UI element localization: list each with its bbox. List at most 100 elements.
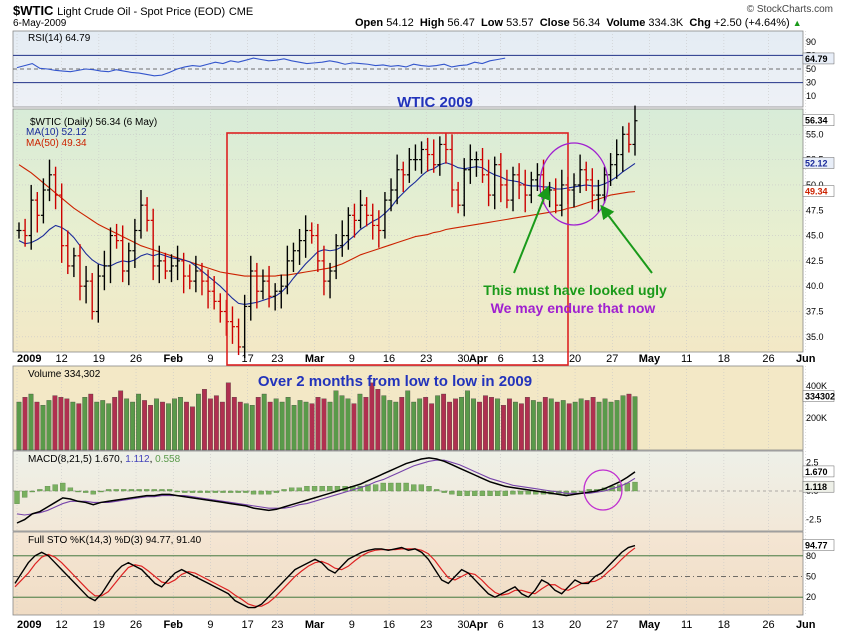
x-tick-label-mid-5: 9: [207, 353, 213, 365]
macd-hist-32: [258, 490, 264, 495]
volume-bar-5: [46, 400, 52, 451]
price-bar-4: [40, 178, 46, 224]
volume-bar-2: [28, 393, 34, 451]
macd-hist-75: [586, 489, 592, 492]
price-bar-67: [425, 137, 431, 172]
price-bar-43: [278, 274, 284, 309]
macd-hist-73: [571, 490, 577, 493]
x-tick-label-bottom-10: 16: [383, 619, 395, 631]
macd-hist-62: [487, 490, 493, 496]
price-bar-72: [455, 181, 461, 214]
volume-bar-18: [124, 398, 130, 451]
macd-hist-3: [37, 489, 43, 492]
x-tick-label-mid-21: 26: [762, 353, 774, 365]
volume-bar-92: [566, 403, 572, 451]
macd-tick-2: -2.5: [806, 515, 822, 525]
price-tick-7: 37.5: [806, 307, 824, 317]
macd-hist-23: [189, 490, 196, 493]
price-bar-94: [589, 168, 595, 210]
macd-hist-10: [90, 490, 96, 495]
price-bar-35: [229, 306, 235, 344]
volume-bar-66: [411, 401, 417, 451]
price-current-tag-box: [802, 114, 835, 126]
macd-hist-8: [75, 490, 81, 493]
volume-bar-103: [632, 396, 638, 451]
volume-current-tag: 334302: [805, 392, 835, 402]
symbol: $WTIC: [13, 3, 54, 18]
arrow-left: [513, 185, 551, 274]
x-tick-label-mid-10: 16: [383, 353, 395, 365]
macd-hist-49: [388, 482, 394, 492]
volume-bar-28: [184, 401, 189, 451]
x-tick-label-mid-12: 30: [457, 353, 469, 365]
rsi-tick-4: 10: [806, 91, 816, 101]
price-bar-61: [388, 178, 394, 212]
macd-legend-macd: 1.670: [95, 454, 120, 465]
macd-hist-37: [296, 487, 302, 492]
sto-tick-2: 20: [806, 592, 816, 602]
x-tick-label-bottom-21: 26: [762, 619, 774, 631]
macd-hist-16: [136, 489, 142, 492]
volume-bar-11: [82, 397, 88, 451]
price-tick-4: 45.0: [806, 231, 824, 241]
macd-current-tag: 1.670: [805, 467, 828, 477]
macd-hist-0: [14, 490, 20, 504]
price-bar-98: [614, 139, 620, 179]
macd-hist-64: [502, 490, 508, 496]
x-tick-label-mid-6: 17: [242, 353, 254, 365]
volume-tick-1: 200K: [806, 413, 827, 423]
price-bar-29: [193, 255, 199, 293]
price-bar-58: [370, 203, 376, 240]
x-tick-label-mid-22: Jun: [796, 353, 816, 365]
volume-bar-32: [207, 398, 213, 451]
volume-current-tag-box: [802, 390, 835, 402]
x-tick-label-bottom-3: 26: [130, 619, 142, 631]
annotation-ugly: This must have looked ugly: [483, 282, 667, 298]
macd-hist-12: [105, 489, 112, 492]
annotation-low-to-low: Over 2 months from low to low in 2009: [258, 373, 532, 390]
macd-hist-52: [411, 484, 417, 492]
volume-bar-7: [58, 397, 64, 451]
price-bar-81: [510, 166, 516, 212]
macd-hist-19: [159, 489, 165, 492]
sto-k-line: [14, 544, 636, 609]
macd-hist-22: [182, 490, 188, 493]
x-tick-label-bottom-22: Jun: [796, 619, 816, 631]
price-bar-97: [608, 153, 614, 186]
volume-bar-98: [602, 398, 608, 451]
x-tick-label-mid-1: 12: [56, 353, 68, 365]
price-bar-42: [272, 283, 278, 311]
price-bar-13: [95, 264, 101, 323]
price-bar-53: [339, 220, 345, 257]
volume-bar-70: [435, 395, 441, 451]
volume-bar-41: [261, 393, 267, 451]
price-bar-9: [71, 247, 77, 278]
price-bar-69: [437, 136, 443, 176]
open-value: 54.12: [386, 17, 414, 29]
macd-hist-35: [281, 489, 287, 492]
price-bar-95: [595, 179, 601, 213]
price-bar-78: [492, 156, 498, 210]
macd-hist-17: [144, 489, 150, 492]
high-label: High: [419, 17, 445, 29]
symbol-header: $WTIC Light Crude Oil - Spot Price (EOD)…: [13, 3, 253, 18]
macd-legend-hist: 0.558: [155, 454, 180, 465]
macd-hist-50: [395, 482, 402, 492]
price-bar-38: [248, 255, 254, 321]
x-tick-label-bottom-12: 30: [457, 619, 469, 631]
price-bar-44: [284, 245, 290, 295]
price-bar-77: [486, 159, 492, 207]
price-bar-36: [236, 318, 242, 356]
volume-bar-85: [524, 397, 530, 451]
low-label: Low: [481, 17, 504, 29]
volume-bar-38: [243, 403, 249, 451]
price-bar-76: [480, 147, 486, 183]
x-tick-label-mid-8: Mar: [305, 353, 325, 365]
price-bar-59: [376, 210, 382, 248]
macd-tick-0: 2.5: [806, 457, 819, 467]
x-tick-label-bottom-9: 9: [349, 619, 355, 631]
macd-hist-29: [235, 490, 241, 493]
volume-bar-0: [16, 401, 22, 451]
x-tick-label-bottom-20: 18: [718, 619, 730, 631]
